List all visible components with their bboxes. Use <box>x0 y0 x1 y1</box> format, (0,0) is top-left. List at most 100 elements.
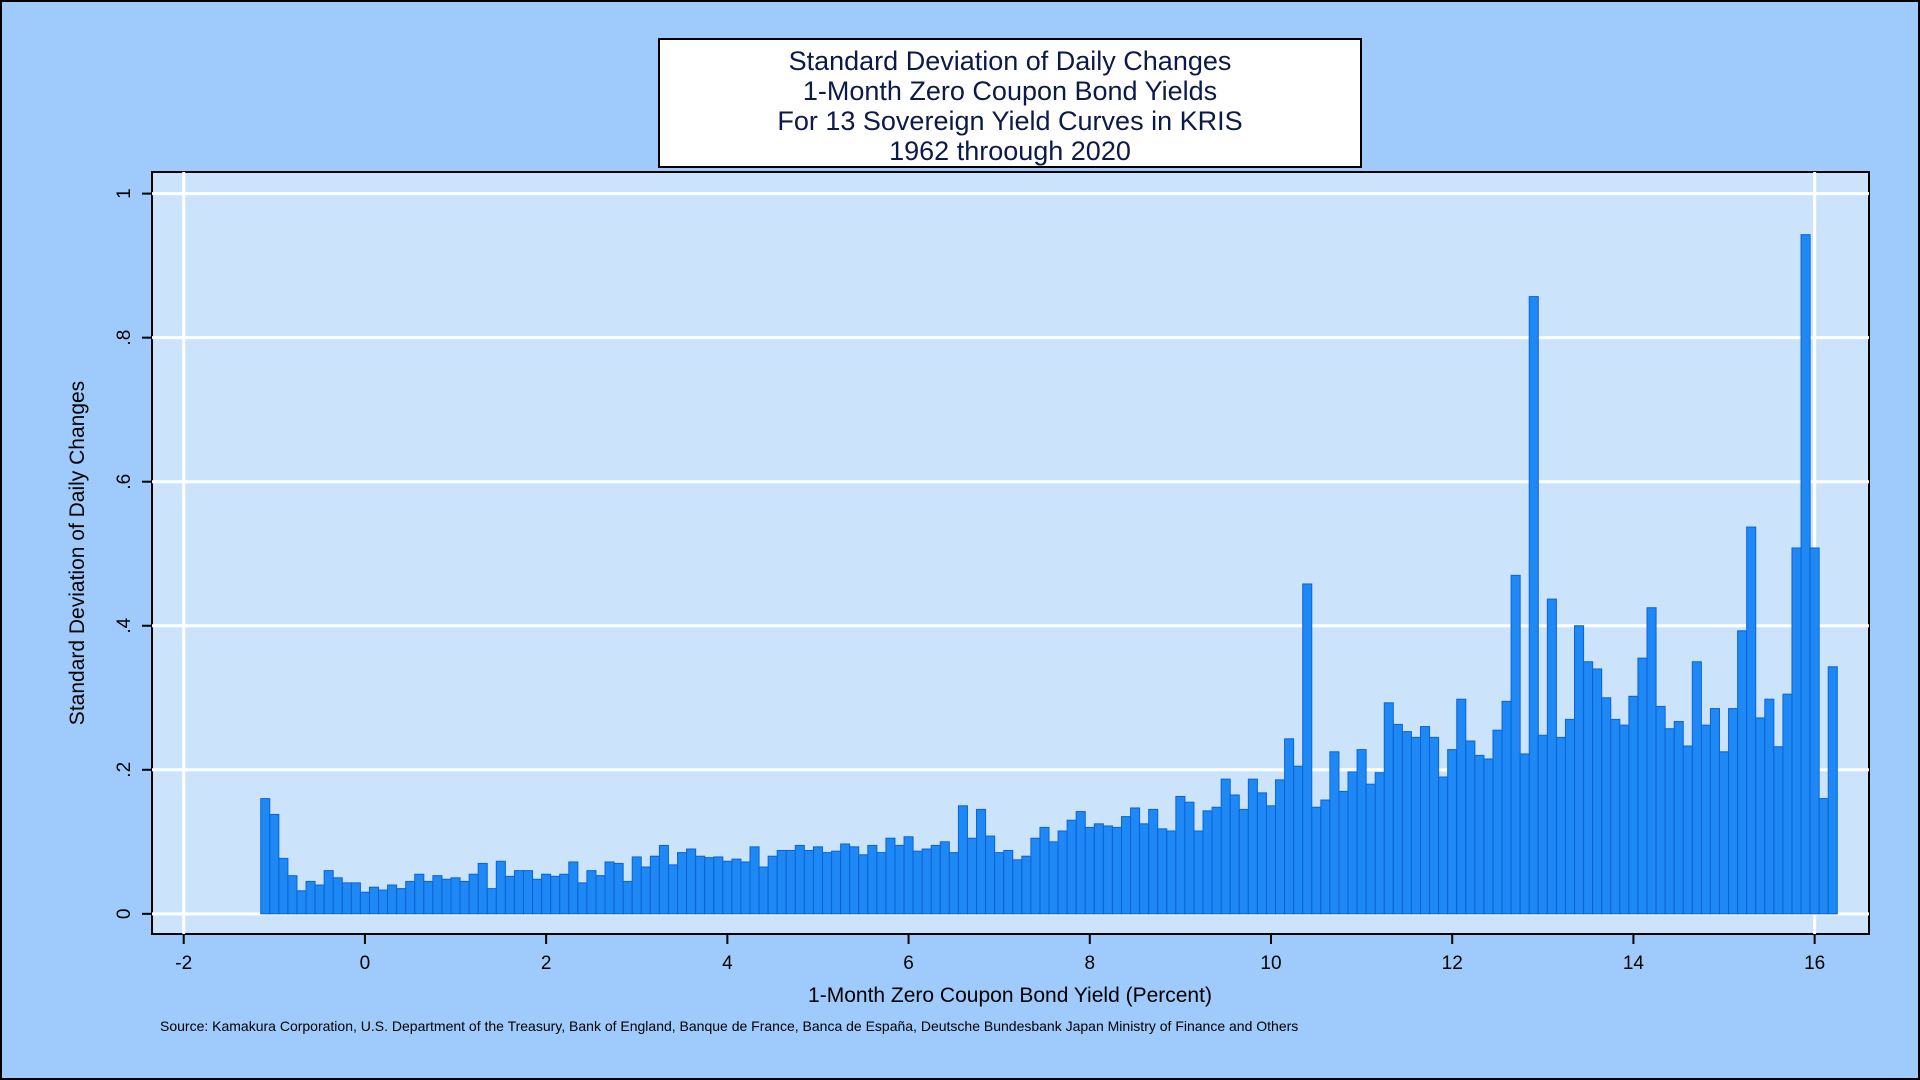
bar-119 <box>1338 790 1349 915</box>
bar-157 <box>1682 745 1693 915</box>
bar-28 <box>513 870 524 915</box>
bar-32 <box>550 875 561 915</box>
bar-102 <box>1184 801 1195 915</box>
y-axis-label: Standard Deviation of Daily Changes <box>66 381 89 725</box>
bar-6 <box>314 884 325 915</box>
bar-165 <box>1755 717 1766 915</box>
bar-168 <box>1782 693 1793 915</box>
bar-124 <box>1383 702 1394 915</box>
bar-154 <box>1655 705 1666 915</box>
bar-127 <box>1410 736 1421 915</box>
bar-78 <box>966 837 978 915</box>
bar-8 <box>332 877 343 915</box>
bar-136 <box>1492 729 1503 915</box>
bar-84 <box>1021 855 1032 915</box>
bar-21 <box>450 877 461 915</box>
bar-134 <box>1474 754 1485 915</box>
bar-47 <box>686 848 697 915</box>
bar-0 <box>260 798 271 915</box>
bar-87 <box>1048 841 1059 915</box>
bar-159 <box>1700 724 1711 915</box>
y-tick-label-3: .6 <box>114 474 135 490</box>
bar-51 <box>722 860 733 915</box>
bar-155 <box>1664 728 1675 915</box>
x-tick-label-5: 8 <box>1084 953 1095 974</box>
bar-49 <box>704 857 715 915</box>
bar-112 <box>1275 779 1286 915</box>
bar-45 <box>667 864 679 915</box>
bar-2 <box>278 857 289 915</box>
bar-100 <box>1166 830 1177 915</box>
bar-126 <box>1401 731 1412 915</box>
bar-73 <box>921 848 932 915</box>
bar-72 <box>912 850 923 915</box>
bar-141 <box>1537 734 1548 915</box>
bar-67 <box>867 844 878 915</box>
y-tick-label-5: 1 <box>114 188 135 199</box>
bar-70 <box>894 844 905 915</box>
bar-108 <box>1238 808 1249 915</box>
source-note: Source: Kamakura Corporation, U.S. Depar… <box>160 1018 1299 1034</box>
bar-106 <box>1220 778 1231 915</box>
bar-128 <box>1419 726 1431 915</box>
y-tick-label-1: .2 <box>114 762 135 778</box>
chart-title-line-4: 1962 throough 2020 <box>889 136 1131 166</box>
bar-96 <box>1130 807 1141 915</box>
bar-107 <box>1229 794 1240 915</box>
bar-121 <box>1356 749 1367 915</box>
bar-117 <box>1320 799 1331 915</box>
bar-148 <box>1601 697 1612 915</box>
bar-25 <box>486 888 497 915</box>
bar-63 <box>831 850 842 915</box>
bar-97 <box>1139 823 1150 915</box>
bar-23 <box>468 873 479 915</box>
bar-169 <box>1791 547 1802 915</box>
bar-122 <box>1365 783 1376 915</box>
bar-150 <box>1619 724 1630 915</box>
bar-15 <box>396 888 407 915</box>
bar-31 <box>541 873 552 915</box>
bar-110 <box>1256 792 1267 915</box>
bar-69 <box>885 837 896 915</box>
bar-82 <box>1003 849 1014 915</box>
x-tick-label-7: 12 <box>1442 953 1463 974</box>
bar-1 <box>269 813 280 915</box>
bar-94 <box>1111 826 1122 915</box>
bar-109 <box>1247 778 1258 915</box>
bar-75 <box>939 841 950 915</box>
bar-171 <box>1809 547 1820 915</box>
bar-7 <box>323 870 334 915</box>
bar-160 <box>1709 708 1720 915</box>
bar-92 <box>1093 823 1104 915</box>
x-tick-label-0: -2 <box>175 953 192 974</box>
bar-26 <box>495 860 506 915</box>
bar-95 <box>1120 816 1132 915</box>
bar-16 <box>405 880 416 915</box>
x-tick-label-3: 4 <box>722 953 733 974</box>
bar-118 <box>1329 751 1340 915</box>
bar-58 <box>785 849 796 915</box>
bar-42 <box>640 866 651 915</box>
bar-44 <box>658 844 669 915</box>
bar-62 <box>821 852 833 915</box>
bar-125 <box>1392 723 1403 915</box>
bar-9 <box>341 882 352 915</box>
bar-145 <box>1574 625 1585 915</box>
bar-66 <box>858 854 869 915</box>
bar-143 <box>1555 736 1566 915</box>
bar-120 <box>1347 771 1358 915</box>
bar-137 <box>1501 700 1512 915</box>
bar-151 <box>1628 695 1639 915</box>
bar-46 <box>677 852 688 915</box>
bar-167 <box>1773 746 1784 915</box>
bars <box>260 234 1838 915</box>
bar-33 <box>559 873 570 915</box>
bar-133 <box>1465 740 1476 915</box>
y-tick-label-4: .8 <box>114 330 135 346</box>
bar-24 <box>477 862 488 915</box>
bar-55 <box>758 866 769 915</box>
x-tick-label-4: 6 <box>903 953 914 974</box>
bar-22 <box>459 880 470 915</box>
bar-38 <box>604 861 615 915</box>
